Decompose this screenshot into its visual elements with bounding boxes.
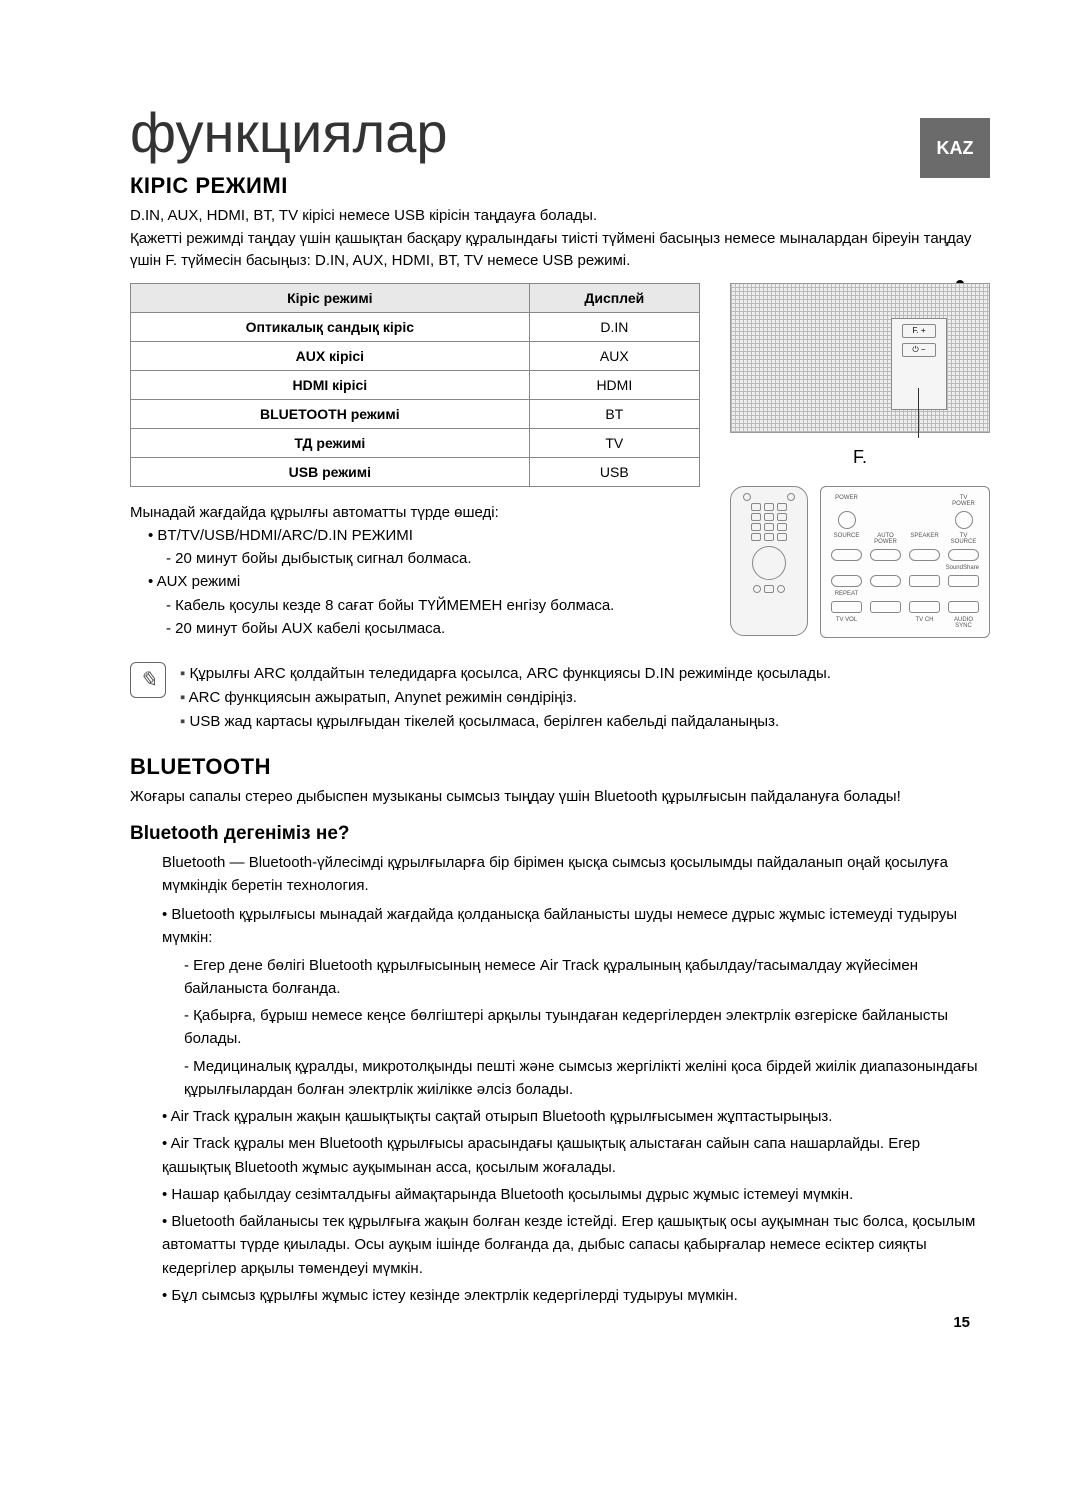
table-row: HDMI кірісіHDMI xyxy=(131,370,700,399)
table-row: AUX кірісіAUX xyxy=(131,341,700,370)
table-row: Оптикалық сандық кірісD.IN xyxy=(131,312,700,341)
list-item: BT/TV/USB/HDMI/ARC/D.IN РЕЖИМІ xyxy=(148,524,700,547)
note-line: ARC функциясын ажыратып, Anynet режимін … xyxy=(180,686,831,710)
device-illustration: F. + ⏻ − xyxy=(730,283,990,433)
table-row: ТД режиміTV xyxy=(131,428,700,457)
page-number: 15 xyxy=(953,1314,970,1331)
note-icon: ✎ xyxy=(130,662,166,698)
list-item: Кабель қосулы кезде 8 сағат бойы ТҮЙМЕМЕ… xyxy=(166,594,700,617)
table-row: USB режиміUSB xyxy=(131,457,700,486)
remote-big-illustration: POWERTV POWER SOURCEAUTO POWERSPEAKERTV … xyxy=(820,486,990,638)
list-item: Bluetooth байланысы тек құрылғыға жақын … xyxy=(162,1210,990,1280)
list-item: Air Track құралы мен Bluetooth құрылғысы… xyxy=(162,1132,990,1179)
remote-small-illustration xyxy=(730,486,808,636)
section2-intro: Жоғары сапалы стерео дыбыспен музыканы с… xyxy=(130,786,990,809)
auto-off-block: Мынадай жағдайда құрылғы автоматты түрде… xyxy=(130,501,700,641)
table-row: BLUETOOTH режиміBT xyxy=(131,399,700,428)
list-item: Егер дене бөлігі Bluetooth құрылғысының … xyxy=(184,954,990,1001)
table-header: Кіріс режимі xyxy=(131,283,530,312)
subsection-heading: Bluetooth дегеніміз не? xyxy=(130,823,990,845)
note-line: USB жад картасы құрылғыдан тікелей қосыл… xyxy=(180,710,831,734)
list-item: Бұл сымсыз құрылғы жұмыс істеу кезінде э… xyxy=(162,1284,990,1307)
auto-off-intro: Мынадай жағдайда құрылғы автоматты түрде… xyxy=(130,501,700,524)
list-item: 20 минут бойы дыбыстық сигнал болмаса. xyxy=(166,547,700,570)
note-line: Құрылғы ARC қолдайтын теледидарға қосылс… xyxy=(180,662,831,686)
table-header: Дисплей xyxy=(529,283,699,312)
note-box: ✎ Құрылғы ARC қолдайтын теледидарға қосы… xyxy=(130,662,990,734)
list-item: AUX режимі xyxy=(148,570,700,593)
list-item: Қабырға, бұрыш немесе кеңсе бөлгіштері а… xyxy=(184,1004,990,1051)
callout-label: F. xyxy=(730,447,990,468)
list-item: Bluetooth құрылғысы мынадай жағдайда қол… xyxy=(162,903,990,950)
page-title: функциялар xyxy=(130,100,990,165)
list-item: Медициналық құралды, микротолқынды пешті… xyxy=(184,1055,990,1102)
section-heading-input-mode: КІРІС РЕЖИМІ xyxy=(130,173,990,199)
list-item: Air Track құралын жақын қашықтықты сақта… xyxy=(162,1105,990,1128)
input-mode-table: Кіріс режимі Дисплей Оптикалық сандық кі… xyxy=(130,283,700,487)
list-item: Нашар қабылдау сезімталдығы аймақтарында… xyxy=(162,1183,990,1206)
language-tab: KAZ xyxy=(920,118,990,178)
section-heading-bluetooth: BLUETOOTH xyxy=(130,754,990,780)
section1-intro: D.IN, AUX, HDMI, BT, TV кірісі немесе US… xyxy=(130,205,990,273)
list-item: 20 минут бойы AUX кабелі қосылмаса. xyxy=(166,617,700,640)
repeat-button xyxy=(831,575,862,587)
subsection-intro: Bluetooth — Bluetooth-үйлесімді құрылғыл… xyxy=(162,851,990,898)
